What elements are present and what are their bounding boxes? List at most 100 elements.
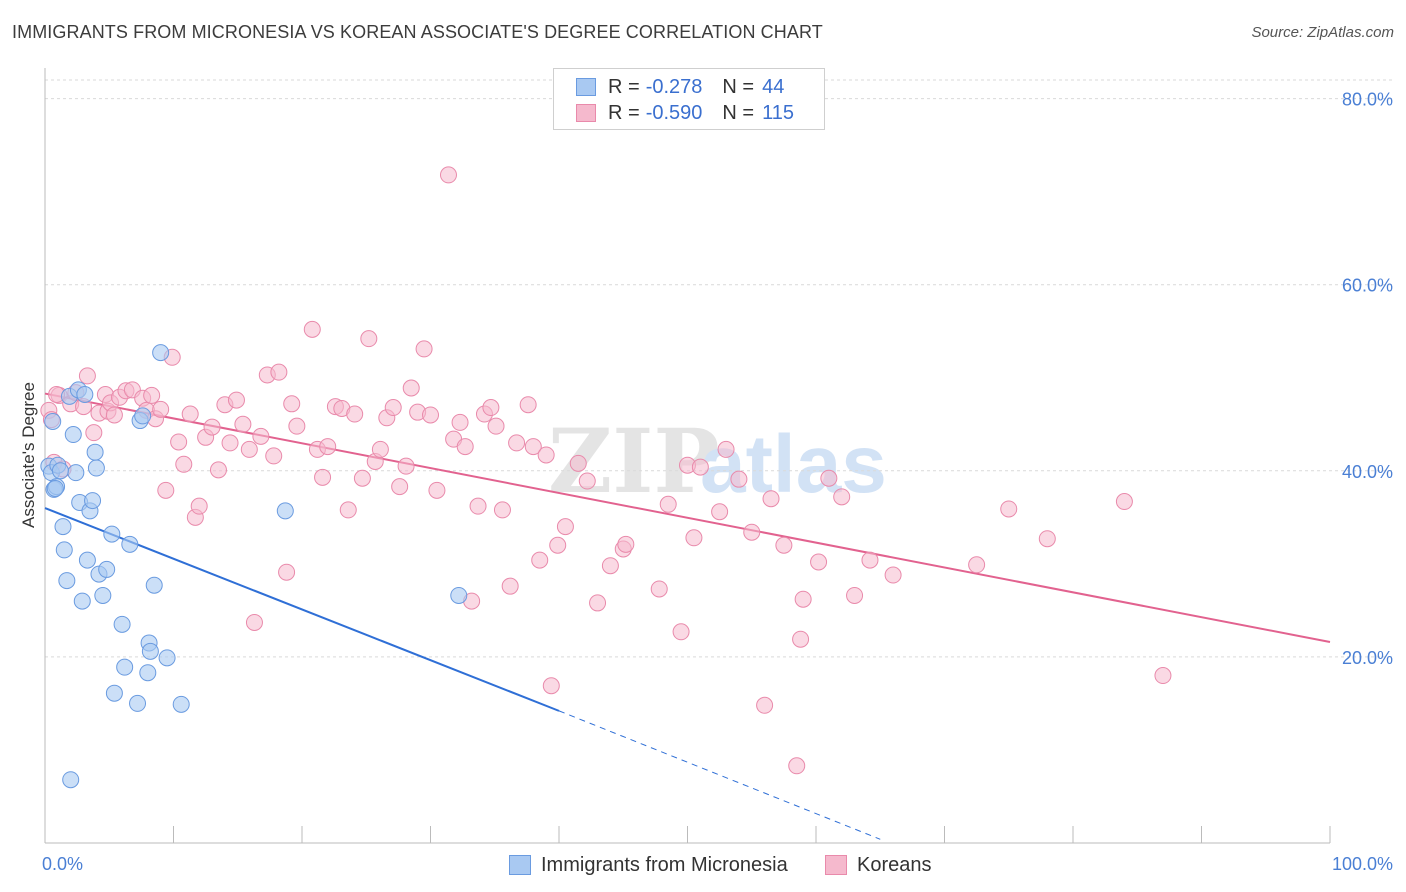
micronesia-point bbox=[54, 518, 72, 536]
korean-point bbox=[672, 623, 690, 641]
korean-point bbox=[265, 447, 283, 465]
korean-point bbox=[85, 424, 103, 442]
series-legend: Immigrants from Micronesia Koreans bbox=[0, 852, 1406, 878]
korean-point bbox=[775, 536, 793, 554]
korean-point bbox=[711, 503, 729, 521]
tick-labels: 20.0% 40.0% 60.0% 80.0% 0.0% 100.0% bbox=[42, 90, 1393, 874]
legend-item-koreans[interactable]: Koreans bbox=[825, 852, 932, 878]
legend-r-value: -0.278 bbox=[645, 75, 703, 98]
y-tick-label: 20.0% bbox=[1342, 648, 1393, 668]
y-tick-label: 40.0% bbox=[1342, 462, 1393, 482]
micronesia-point bbox=[129, 694, 147, 712]
korean-point bbox=[303, 320, 321, 338]
korean-point bbox=[234, 415, 252, 433]
korean-point bbox=[190, 497, 208, 515]
korean-point bbox=[861, 551, 879, 569]
data-points bbox=[40, 166, 1172, 789]
korean-point bbox=[524, 438, 542, 456]
micronesia-point bbox=[158, 649, 176, 667]
korean-point bbox=[846, 586, 864, 604]
korean-point bbox=[270, 363, 288, 381]
micronesia-point bbox=[84, 492, 102, 510]
micronesia-point bbox=[450, 586, 468, 604]
micronesia-point bbox=[58, 572, 76, 590]
korean-point bbox=[501, 577, 519, 595]
korean-point bbox=[346, 405, 364, 423]
micronesia-point bbox=[94, 586, 112, 604]
korean-point bbox=[549, 536, 567, 554]
micronesia-point bbox=[98, 560, 116, 578]
korean-point bbox=[353, 469, 371, 487]
korean-point bbox=[439, 166, 457, 184]
korean-point bbox=[78, 367, 96, 385]
korean-point bbox=[203, 418, 221, 436]
korean-point bbox=[469, 497, 487, 515]
korean-point bbox=[788, 757, 806, 775]
chart-title: IMMIGRANTS FROM MICRONESIA VS KOREAN ASS… bbox=[12, 22, 823, 42]
korean-point bbox=[493, 501, 511, 519]
y-tick-label: 80.0% bbox=[1342, 90, 1393, 110]
legend-row-micronesia: R = -0.278 N = 44 bbox=[576, 75, 784, 99]
micronesia-point bbox=[73, 592, 91, 610]
korean-point bbox=[105, 406, 123, 424]
micronesia-point bbox=[134, 407, 152, 425]
legend-item-micronesia[interactable]: Immigrants from Micronesia bbox=[509, 852, 788, 878]
micronesia-point bbox=[141, 642, 159, 660]
legend-row-koreans: R = -0.590 N = 115 bbox=[576, 101, 794, 125]
legend-n-label: N = bbox=[722, 101, 755, 124]
legend-label-micronesia: Immigrants from Micronesia bbox=[541, 853, 788, 876]
korean-point bbox=[245, 613, 263, 631]
korean-point bbox=[756, 696, 774, 714]
korean-point bbox=[181, 405, 199, 423]
korean-point bbox=[252, 427, 270, 445]
korean-point bbox=[240, 440, 258, 458]
y-tick-label: 60.0% bbox=[1342, 276, 1393, 296]
korean-point bbox=[157, 481, 175, 499]
korean-point bbox=[542, 677, 560, 695]
micronesia-point bbox=[78, 551, 96, 569]
korean-point bbox=[314, 468, 332, 486]
korean-point bbox=[283, 395, 301, 413]
korean-point bbox=[794, 590, 812, 608]
micronesia-trend-extension bbox=[558, 710, 881, 840]
korean-point bbox=[884, 566, 902, 584]
micronesia-point bbox=[116, 658, 134, 676]
korean-point bbox=[556, 518, 574, 536]
legend-swatch-blue bbox=[576, 78, 596, 96]
korean-point bbox=[428, 481, 446, 499]
korean-point bbox=[537, 446, 555, 464]
y-axis-label: Associate's Degree bbox=[19, 382, 38, 528]
korean-point bbox=[451, 413, 469, 431]
korean-point bbox=[384, 399, 402, 417]
micronesia-point bbox=[139, 664, 157, 682]
korean-point bbox=[415, 340, 433, 358]
micronesia-point bbox=[172, 695, 190, 713]
korean-point bbox=[519, 396, 537, 414]
micronesia-point bbox=[46, 479, 64, 497]
korean-point bbox=[531, 551, 549, 569]
korean-point bbox=[578, 472, 596, 490]
korean-point bbox=[820, 469, 838, 487]
korean-point bbox=[589, 594, 607, 612]
micronesia-point bbox=[113, 615, 131, 633]
micronesia-point bbox=[67, 464, 85, 482]
korean-point bbox=[1000, 500, 1018, 518]
legend-r-value: -0.590 bbox=[645, 101, 703, 124]
micronesia-point bbox=[152, 344, 170, 362]
korean-point bbox=[659, 495, 677, 513]
legend-n-value: 44 bbox=[762, 75, 785, 98]
korean-point bbox=[762, 490, 780, 508]
micronesia-point bbox=[51, 462, 69, 480]
korean-point bbox=[743, 523, 761, 541]
micronesia-point bbox=[145, 576, 163, 594]
korean-point bbox=[360, 330, 378, 348]
micronesia-point bbox=[276, 502, 294, 520]
micronesia-point bbox=[62, 771, 80, 789]
korean-point bbox=[833, 488, 851, 506]
micronesia-point bbox=[76, 386, 94, 404]
legend-r-label: R = bbox=[608, 75, 640, 98]
korean-point bbox=[391, 478, 409, 496]
korean-point bbox=[717, 440, 735, 458]
micronesia-point bbox=[87, 459, 105, 477]
